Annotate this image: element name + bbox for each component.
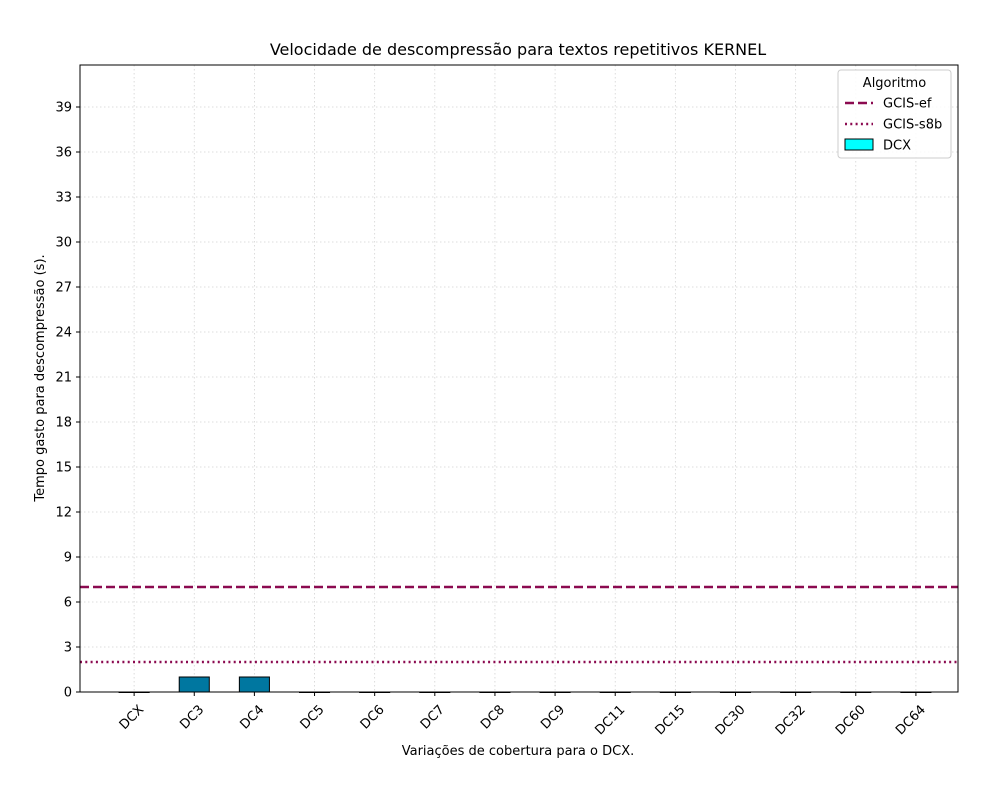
x-tick-label: DC11 [592,702,628,738]
legend-label: DCX [883,139,911,154]
reference-lines [80,585,958,664]
plot-area-frame [79,64,959,693]
y-tick-label: 18 [55,416,72,431]
y-tick-label: 30 [55,236,72,251]
y-tick-label: 21 [55,371,72,386]
y-tick-label: 0 [64,686,72,701]
y-tick-label: 24 [55,326,72,341]
y-tick-label: 6 [64,596,72,611]
legend-box [837,69,952,159]
legend-label: GCIS-s8b [883,118,942,133]
legend: Algoritmo GCIS-ef GCIS-s8b DCX [837,69,952,159]
bar [178,676,210,693]
legend-title: Algoritmo [863,76,926,91]
legend-bar-swatch [844,138,874,151]
x-tick-label: DC8 [478,702,508,732]
x-tick-label: DC3 [177,702,207,732]
y-tick-label: 27 [55,281,72,296]
y-tick-label: 9 [64,551,72,566]
y-tick-label: 39 [55,101,72,116]
x-tick-label: DC7 [418,702,448,732]
x-tick-label: DC30 [713,702,749,738]
y-tick-label: 12 [55,506,72,521]
legend-label: GCIS-ef [883,97,932,112]
x-tick-label: DC9 [538,702,568,732]
x-tick-label: DC15 [653,702,689,738]
y-tick-label: 3 [64,641,72,656]
y-tick-label: 15 [55,461,72,476]
x-tick-label: DC60 [833,702,869,738]
x-tick-label: DC4 [237,702,267,732]
x-tick-label: DCX [117,702,147,732]
x-axis-label: Variações de cobertura para o DCX. [402,744,635,759]
x-tick-label: DC6 [358,702,388,732]
chart-title: Velocidade de descompressão para textos … [270,40,766,59]
grid [80,65,958,693]
bars [118,676,932,693]
x-axis: DCX DC3 DC4 DC5 DC6 DC7 DC8 DC9 DC11 DC15 DC30 DC32… [117,692,929,738]
y-axis-label: Tempo gasto para descompressão (s). [33,254,48,502]
x-tick-label: DC5 [298,702,328,732]
x-tick-label: DC32 [773,702,809,738]
y-tick-label: 33 [55,191,72,206]
y-tick-label: 36 [55,146,72,161]
x-tick-label: DC64 [893,702,929,738]
bar [238,676,270,693]
